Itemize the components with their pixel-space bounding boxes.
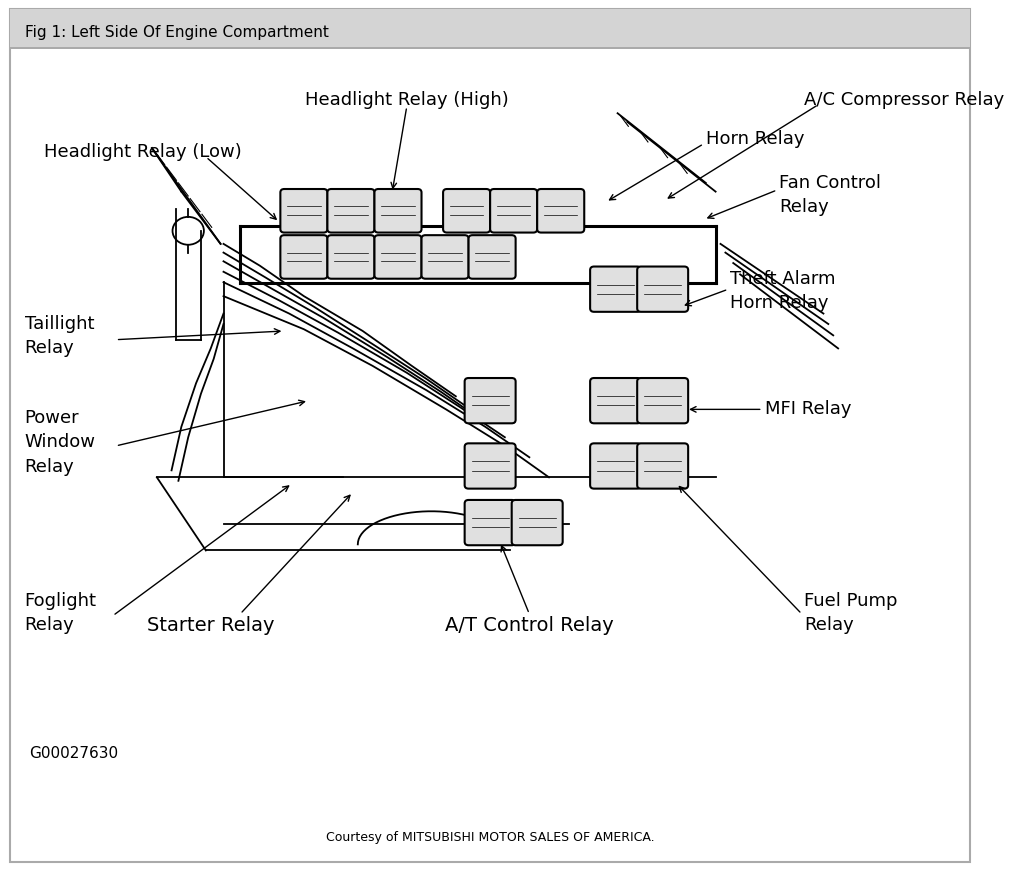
Text: Headlight Relay (Low): Headlight Relay (Low) [45, 144, 241, 161]
FancyBboxPatch shape [637, 443, 688, 489]
FancyBboxPatch shape [281, 189, 327, 233]
Text: Starter Relay: Starter Relay [147, 616, 275, 635]
FancyBboxPatch shape [327, 235, 374, 279]
FancyBboxPatch shape [374, 235, 422, 279]
Text: Fig 1: Left Side Of Engine Compartment: Fig 1: Left Side Of Engine Compartment [25, 24, 328, 40]
Text: G00027630: G00027630 [29, 746, 118, 761]
Text: Relay: Relay [779, 199, 829, 216]
FancyBboxPatch shape [637, 378, 688, 423]
Text: A/C Compressor Relay: A/C Compressor Relay [804, 91, 1004, 109]
Text: Taillight: Taillight [25, 315, 94, 333]
FancyBboxPatch shape [327, 189, 374, 233]
FancyBboxPatch shape [591, 378, 641, 423]
FancyBboxPatch shape [443, 189, 490, 233]
Text: Horn Relay: Horn Relay [706, 131, 804, 148]
Text: Foglight: Foglight [25, 592, 96, 610]
Bar [9, 47, 971, 49]
Text: Theft Alarm: Theft Alarm [730, 270, 836, 287]
FancyBboxPatch shape [591, 443, 641, 489]
FancyBboxPatch shape [465, 378, 516, 423]
Text: Fuel Pump: Fuel Pump [804, 592, 897, 610]
Text: Courtesy of MITSUBISHI MOTOR SALES OF AMERICA.: Courtesy of MITSUBISHI MOTOR SALES OF AM… [326, 832, 655, 844]
FancyBboxPatch shape [422, 235, 468, 279]
FancyBboxPatch shape [468, 235, 516, 279]
Text: MFI Relay: MFI Relay [765, 401, 852, 418]
Text: Relay: Relay [25, 340, 75, 357]
FancyBboxPatch shape [281, 235, 327, 279]
FancyBboxPatch shape [490, 189, 538, 233]
Text: Fan Control: Fan Control [779, 174, 882, 192]
Text: Window: Window [25, 434, 95, 451]
FancyBboxPatch shape [465, 500, 516, 545]
FancyBboxPatch shape [374, 189, 422, 233]
Bar [9, 9, 971, 48]
Text: Relay: Relay [25, 617, 75, 634]
Text: Power: Power [25, 409, 79, 427]
Text: Relay: Relay [25, 458, 75, 476]
FancyBboxPatch shape [538, 189, 584, 233]
FancyBboxPatch shape [637, 267, 688, 312]
Text: Relay: Relay [804, 617, 854, 634]
FancyBboxPatch shape [512, 500, 563, 545]
FancyBboxPatch shape [591, 267, 641, 312]
Text: A/T Control Relay: A/T Control Relay [445, 616, 613, 635]
FancyBboxPatch shape [465, 443, 516, 489]
Text: Headlight Relay (High): Headlight Relay (High) [305, 91, 509, 109]
Text: Horn Relay: Horn Relay [730, 294, 829, 312]
